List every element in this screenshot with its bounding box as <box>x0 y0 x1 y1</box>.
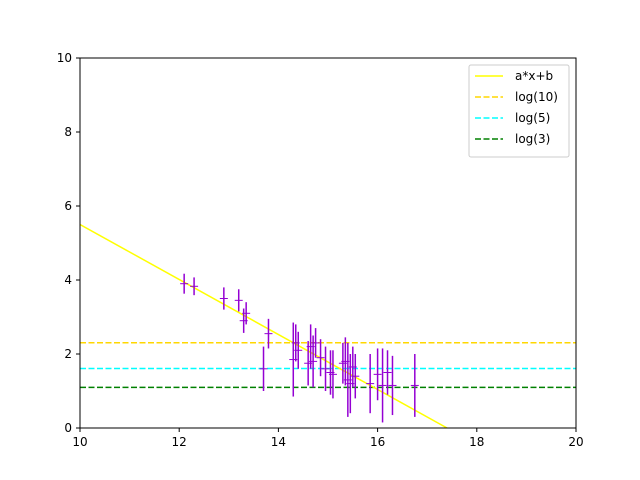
x-tick-label-1: 12 <box>172 435 187 449</box>
y-axis-ticks: 0 2 4 6 8 10 <box>57 51 80 435</box>
errorbar-point-2 <box>219 287 228 310</box>
fit-line <box>80 223 448 428</box>
errorbar-point-30 <box>410 354 419 417</box>
legend-label-2: log(5) <box>515 111 550 125</box>
legend-label-0: a*x+b <box>515 69 553 83</box>
legend: a*x+b log(10) log(5) log(3) <box>468 64 570 158</box>
x-tick-label-2: 14 <box>271 435 286 449</box>
legend-box <box>468 64 570 158</box>
errorbar-point-7 <box>264 318 273 349</box>
errorbar-point-3 <box>234 289 243 312</box>
errorbar-points <box>180 273 419 423</box>
y-tick-label-5: 10 <box>57 51 72 65</box>
errorbar-point-24 <box>351 354 360 399</box>
errorbar-point-1 <box>190 277 199 296</box>
errorbar-point-18 <box>328 350 337 399</box>
errorbar-point-26 <box>373 348 382 401</box>
errorbar-point-27 <box>378 348 387 423</box>
errorbar-point-5 <box>242 302 251 325</box>
x-tick-label-0: 10 <box>72 435 87 449</box>
y-tick-label-2: 4 <box>64 273 72 287</box>
errorbar-point-6 <box>259 346 268 391</box>
legend-label-3: log(3) <box>515 132 550 146</box>
x-tick-label-5: 20 <box>568 435 583 449</box>
x-tick-label-3: 16 <box>370 435 385 449</box>
x-axis-ticks: 10 12 14 16 18 20 <box>72 428 584 449</box>
y-tick-label-4: 8 <box>64 125 72 139</box>
x-tick-label-4: 18 <box>469 435 484 449</box>
y-tick-label-1: 2 <box>64 347 72 361</box>
errorbar-point-29 <box>388 355 397 416</box>
errorbar-point-25 <box>366 354 375 414</box>
errorbar-point-13 <box>309 335 318 388</box>
errorbar-point-15 <box>316 339 325 377</box>
fit-line-layer <box>80 223 448 428</box>
errorbar-point-14 <box>311 328 320 358</box>
y-tick-label-0: 0 <box>64 421 72 435</box>
errorbar-point-0 <box>180 273 189 294</box>
errorbar-point-16 <box>321 346 330 391</box>
errorbar-point-28 <box>383 350 392 395</box>
y-tick-label-3: 6 <box>64 199 72 213</box>
legend-label-1: log(10) <box>515 90 558 104</box>
axes-frame <box>79 57 577 429</box>
errorbar-point-10 <box>294 331 303 369</box>
